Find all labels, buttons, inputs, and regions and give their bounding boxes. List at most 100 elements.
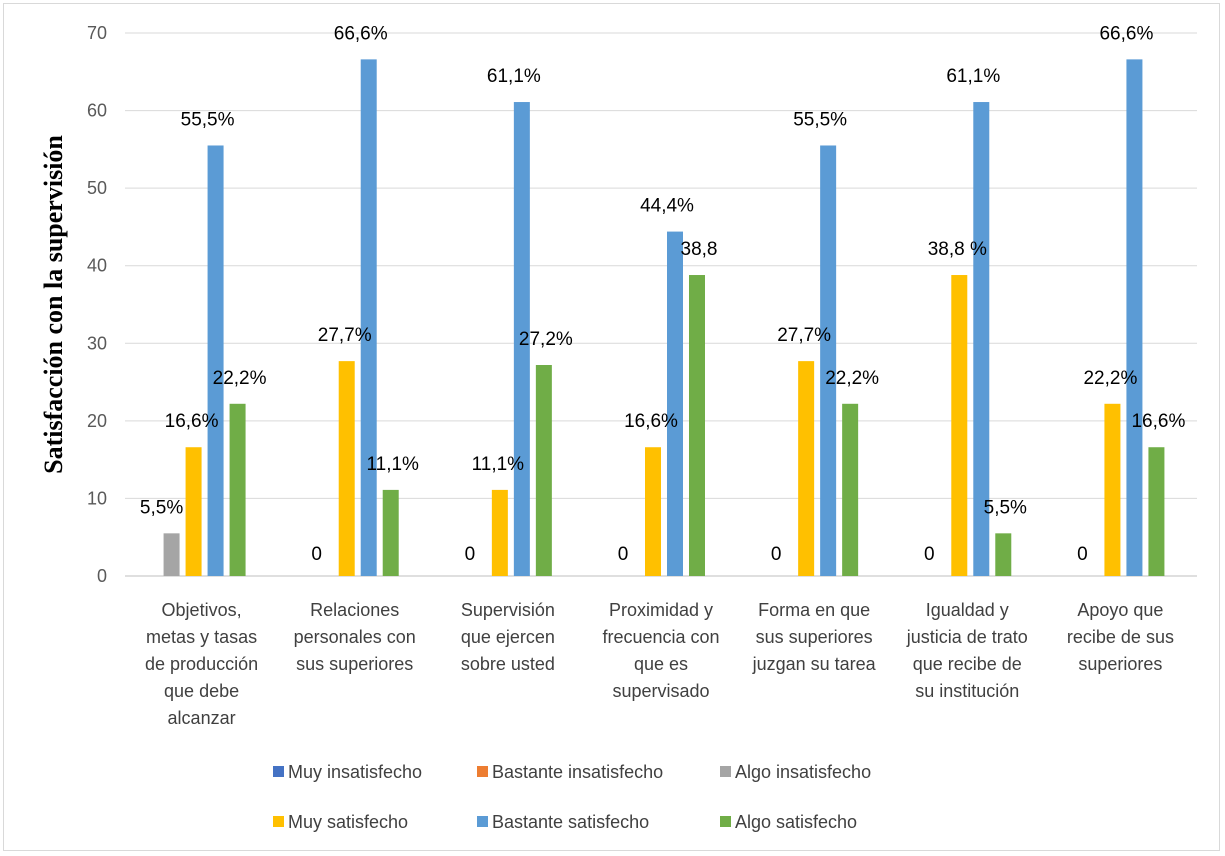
bar [798,361,815,576]
data-label: 66,6% [334,23,388,44]
x-category-label-line: Relaciones [310,600,399,620]
y-tick-label: 0 [97,566,107,586]
data-label: 38,8 [681,239,718,260]
data-label: 16,6% [165,411,219,432]
data-label: 5,5% [984,497,1027,518]
bar [491,489,508,576]
y-tick-label: 10 [87,488,107,508]
bar [382,489,399,576]
data-label: 0 [311,544,322,565]
x-category-label: Relaciones personales con sus superiores [294,600,416,674]
x-category-label-line: Supervisión [461,600,555,620]
x-category-label-line: frecuencia con [602,627,719,647]
y-tick-label: 50 [87,178,107,198]
x-category-label-line: Apoyo que [1077,600,1163,620]
x-category-label-line: Objetivos, [162,600,242,620]
bar [689,275,705,576]
x-category-label-line: que debe [164,681,239,701]
data-label: 61,1% [946,66,1000,87]
data-label: 22,2% [213,368,267,389]
y-tick-label: 30 [87,333,107,353]
bar [535,365,552,576]
x-category-label-line: que recibe de [913,654,1022,674]
x-category-label: Forma en que sus superiores juzgan su tare… [752,600,877,674]
legend-swatch [720,766,731,777]
bar [1126,59,1143,577]
data-label: 27,2% [519,329,573,350]
x-category-label: Objetivos, metas y tasas de producción que … [145,600,258,728]
x-category-label-line: Proximidad y [609,600,713,620]
bar [951,275,968,576]
bar [163,533,180,576]
data-label: 27,7% [777,325,831,346]
y-tick-label: 20 [87,411,107,431]
legend-swatch [477,766,488,777]
data-label: 38,8 % [928,239,987,260]
x-category-label: Igualdad y justicia de trato que recibe de… [906,600,1028,701]
legend-swatch [273,766,284,777]
bar [360,59,377,577]
bar [645,447,661,576]
x-category-label-line: su institución [915,681,1019,701]
data-label: 0 [618,544,629,565]
x-category-label: Apoyo que recibe de sus superiores [1067,600,1174,674]
x-category-label-line: justicia de trato [906,627,1028,647]
data-label: 0 [771,544,782,565]
legend-label: Algo satisfecho [735,812,857,832]
x-category-label-line: sus superiores [296,654,413,674]
x-category-label-line: juzgan su tarea [752,654,877,674]
y-tick-label: 60 [87,101,107,121]
bar [995,533,1012,576]
x-category-label-line: Forma en que [758,600,870,620]
legend-label: Algo insatisfecho [735,762,871,782]
x-category-label-line: recibe de sus [1067,627,1174,647]
data-label: 0 [924,544,935,565]
data-label: 11,1% [366,454,419,475]
legend-label: Bastante satisfecho [492,812,649,832]
bar [667,231,683,576]
legend-swatch [720,816,731,827]
legend-swatch [477,816,488,827]
x-category-label-line: de producción [145,654,258,674]
x-category-label-line: supervisado [612,681,709,701]
chart-frame: 0 10 20 30 40 50 60 70 Satisfacción con la super… [3,3,1220,851]
legend-label: Muy satisfecho [288,812,408,832]
bar [1104,403,1121,576]
bar [820,145,837,576]
bar [229,403,246,576]
data-label: 27,7% [318,325,372,346]
bar [973,102,990,576]
bar [842,403,859,576]
x-category-label-line: personales con [294,627,416,647]
legend-swatch [273,816,284,827]
x-category-label: Supervisión que ejercen sobre usted [461,600,555,674]
y-axis-label: Satisfacción con la supervisión [39,135,68,474]
x-category-label-line: superiores [1078,654,1162,674]
bar [185,447,202,576]
data-label: 61,1% [487,66,541,87]
data-label: 16,6% [1131,411,1185,432]
bar-chart: 0 10 20 30 40 50 60 70 Satisfacción con la super… [39,23,1197,832]
data-label: 55,5% [181,109,235,130]
data-label: 55,5% [793,109,847,130]
legend-label: Muy insatisfecho [288,762,422,782]
x-category-label-line: Igualdad y [926,600,1009,620]
bar [338,361,355,576]
bar [1148,447,1165,576]
y-tick-label: 40 [87,256,107,276]
x-category-label-line: que ejercen [461,627,555,647]
data-label: 5,5% [140,497,183,518]
x-category-label-line: sobre usted [461,654,555,674]
data-label: 0 [465,544,476,565]
x-category-label-line: sus superiores [756,627,873,647]
bar [513,102,530,576]
data-label: 66,6% [1099,23,1153,44]
x-category-label-line: alcanzar [168,708,236,728]
data-label: 0 [1077,544,1088,565]
data-label: 22,2% [1083,368,1137,389]
x-category-label-line: que es [634,654,688,674]
bar [207,145,224,576]
data-label: 16,6% [624,411,678,432]
data-label: 22,2% [825,368,879,389]
data-label: 11,1% [472,454,525,475]
